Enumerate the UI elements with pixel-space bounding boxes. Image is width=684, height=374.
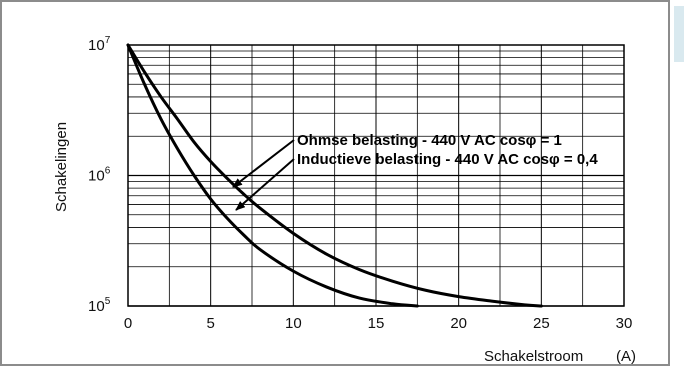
x-axis-label: Schakelstroom [484,348,583,365]
curves [126,43,543,308]
annotation-arrow-ohmse [232,139,295,188]
x-tick-label: 5 [206,315,214,332]
x-tick-label: 15 [368,315,385,332]
x-tick-labels: 0 5 10 15 20 25 30 [124,315,633,332]
x-tick-label: 0 [124,315,132,332]
x-tick-label: 30 [616,315,633,332]
y-tick-labels: 107 106 105 [88,35,111,315]
annotation-ohmse: Ohmse belasting - 440 V AC cosφ = 1 [297,132,562,149]
corner-tab [674,6,684,62]
series-line-ohmse [126,43,543,308]
x-tick-label: 20 [450,315,467,332]
y-tick-label: 107 [88,35,111,54]
y-tick-label: 106 [88,166,111,185]
annotation-inductieve: Inductieve belasting - 440 V AC cosφ = 0… [297,151,598,168]
annotation-arrow-inductieve [235,158,295,211]
x-tick-label: 10 [285,315,302,332]
series-line-inductieve [126,43,419,308]
x-tick-label: 25 [533,315,550,332]
annotations: Ohmse belasting - 440 V AC cosφ = 1 Indu… [232,132,598,211]
plot-border [127,44,625,307]
x-axis-unit: (A) [616,348,636,365]
grid [127,45,625,307]
y-tick-label: 105 [88,296,111,315]
y-axis-label: Schakelingen [53,122,70,212]
